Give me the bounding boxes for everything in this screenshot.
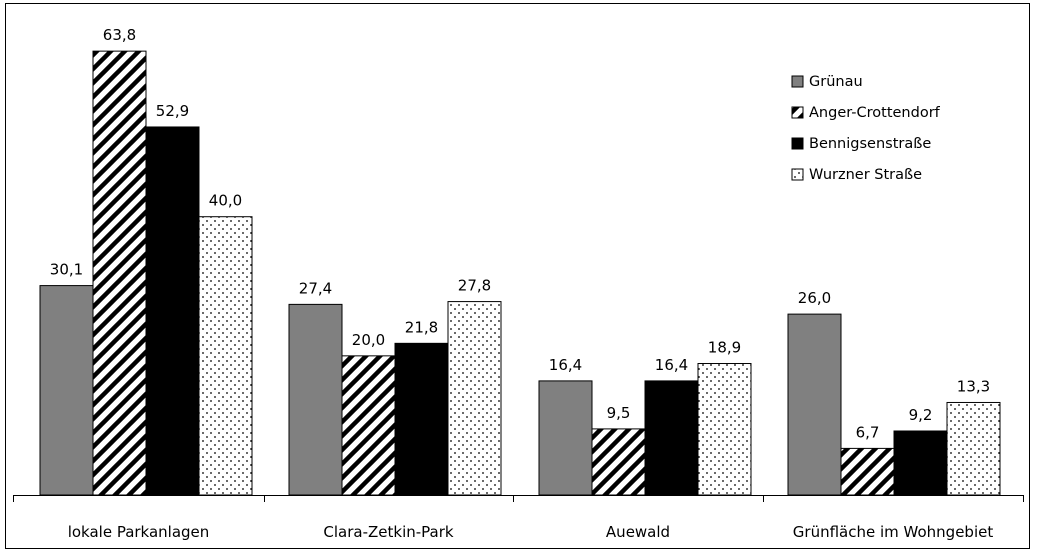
category-label-clara-zetkin-park: Clara-Zetkin-Park [323,523,453,541]
value-label-anger-crottendorf-auewald: 9,5 [607,404,631,422]
bar-bennigsenstrasse-grunflache-im-wohngebiet [893,430,948,496]
bars-layer [39,50,1001,496]
grouped-bar-chart: 30,1 63,8 52,9 40,0 27,4 20,0 21,8 27,8 16,4 9,5 1… [5,3,1030,549]
bar-wurzner-strasse-auewald [697,363,752,496]
legend-swatch-anger-crottendorf [791,106,804,119]
value-label-anger-crottendorf-lokale-parkanlagen: 63,8 [103,26,136,44]
legend-label-wurzner-strasse: Wurzner Straße [809,167,922,183]
bar-wurzner-strasse-lokale-parkanlagen [198,216,253,496]
bar-anger-crottendorf-grunflache-im-wohngebiet [840,447,895,496]
bar-anger-crottendorf-lokale-parkanlagen [92,50,147,496]
legend-label-bennigsenstrasse: Bennigsenstraße [809,136,931,152]
bar-bennigsenstrasse-auewald [644,380,699,496]
bar-bennigsenstrasse-lokale-parkanlagen [145,126,200,496]
legend-swatch-grunau [791,75,804,88]
value-label-wurzner-strasse-grunflache-im-wohngebiet: 13,3 [957,377,990,395]
value-label-grunau-lokale-parkanlagen: 30,1 [50,261,83,279]
value-label-grunau-clara-zetkin-park: 27,4 [299,279,332,297]
value-label-anger-crottendorf-grunflache-im-wohngebiet: 6,7 [856,423,880,441]
value-label-bennigsenstrasse-grunflache-im-wohngebiet: 9,2 [909,406,933,424]
x-axis-ticks [13,495,1024,502]
bar-grunau-auewald [538,380,593,496]
value-label-grunau-auewald: 16,4 [549,356,582,374]
value-label-bennigsenstrasse-clara-zetkin-park: 21,8 [405,318,438,336]
value-label-wurzner-strasse-auewald: 18,9 [708,339,741,357]
category-labels-layer: lokale Parkanlagen Clara-Zetkin-Park Auewa… [68,523,994,541]
bar-grunau-grunflache-im-wohngebiet [787,313,842,496]
bar-anger-crottendorf-clara-zetkin-park [341,355,396,496]
legend-label-grunau: Grünau [809,74,863,90]
legend-label-anger-crottendorf: Anger-Crottendorf [809,105,941,121]
chart-frame: 30,1 63,8 52,9 40,0 27,4 20,0 21,8 27,8 16,4 9,5 1… [5,3,1030,549]
legend-swatch-bennigsenstrasse [791,137,804,150]
bar-wurzner-strasse-grunflache-im-wohngebiet [946,401,1001,496]
value-label-wurzner-strasse-clara-zetkin-park: 27,8 [458,277,491,295]
legend-swatch-wurzner-strasse [791,168,804,181]
bar-wurzner-strasse-clara-zetkin-park [447,301,502,496]
bar-grunau-lokale-parkanlagen [39,285,94,496]
value-label-wurzner-strasse-lokale-parkanlagen: 40,0 [209,192,242,210]
value-label-grunau-grunflache-im-wohngebiet: 26,0 [798,289,831,307]
bar-bennigsenstrasse-clara-zetkin-park [394,342,449,496]
value-label-anger-crottendorf-clara-zetkin-park: 20,0 [352,331,385,349]
legend: Grünau Anger-Crottendorf Bennigsenstraße Wu… [791,74,941,183]
category-label-auewald: Auewald [606,523,670,541]
value-label-bennigsenstrasse-auewald: 16,4 [655,356,688,374]
value-labels-layer: 30,1 63,8 52,9 40,0 27,4 20,0 21,8 27,8 16,4 9,5 1… [50,26,990,441]
bar-anger-crottendorf-auewald [591,428,646,496]
category-label-grunflache-im-wohngebiet: Grünfläche im Wohngebiet [793,523,994,541]
category-label-lokale-parkanlagen: lokale Parkanlagen [68,523,210,541]
bar-grunau-clara-zetkin-park [288,303,343,496]
value-label-bennigsenstrasse-lokale-parkanlagen: 52,9 [156,102,189,120]
